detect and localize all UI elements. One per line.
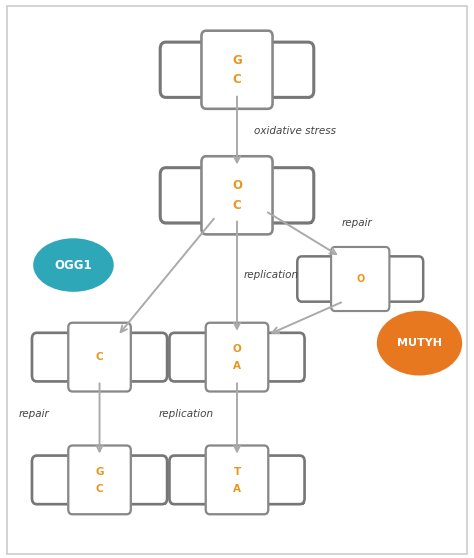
FancyBboxPatch shape xyxy=(263,42,314,97)
FancyBboxPatch shape xyxy=(68,445,131,514)
Text: C: C xyxy=(96,484,103,494)
Text: oxidative stress: oxidative stress xyxy=(254,126,336,136)
Ellipse shape xyxy=(377,311,462,376)
FancyBboxPatch shape xyxy=(169,333,214,382)
FancyBboxPatch shape xyxy=(32,455,77,504)
FancyBboxPatch shape xyxy=(201,156,273,234)
FancyBboxPatch shape xyxy=(260,333,305,382)
Text: OGG1: OGG1 xyxy=(55,258,92,272)
Text: O: O xyxy=(233,344,241,354)
FancyBboxPatch shape xyxy=(32,333,77,382)
FancyBboxPatch shape xyxy=(206,323,268,392)
FancyBboxPatch shape xyxy=(263,167,314,223)
Text: replication: replication xyxy=(159,409,214,419)
Text: replication: replication xyxy=(244,270,299,280)
Text: O: O xyxy=(232,180,242,193)
Text: repair: repair xyxy=(19,409,50,419)
FancyBboxPatch shape xyxy=(260,455,305,504)
Text: MUTYH: MUTYH xyxy=(397,338,442,348)
FancyBboxPatch shape xyxy=(297,256,339,302)
Text: G: G xyxy=(95,466,104,477)
FancyBboxPatch shape xyxy=(160,42,211,97)
FancyBboxPatch shape xyxy=(382,256,423,302)
Text: A: A xyxy=(233,361,241,371)
FancyBboxPatch shape xyxy=(331,247,390,311)
FancyBboxPatch shape xyxy=(201,31,273,109)
FancyBboxPatch shape xyxy=(160,167,211,223)
Text: A: A xyxy=(233,484,241,494)
Text: repair: repair xyxy=(341,218,372,228)
FancyBboxPatch shape xyxy=(122,455,167,504)
FancyBboxPatch shape xyxy=(206,445,268,514)
Text: G: G xyxy=(232,54,242,67)
FancyBboxPatch shape xyxy=(68,323,131,392)
Text: T: T xyxy=(233,466,241,477)
FancyBboxPatch shape xyxy=(169,455,214,504)
Text: C: C xyxy=(96,352,103,362)
Text: O: O xyxy=(356,274,365,284)
Ellipse shape xyxy=(33,238,114,292)
Text: C: C xyxy=(233,199,241,212)
FancyBboxPatch shape xyxy=(122,333,167,382)
Text: C: C xyxy=(233,73,241,86)
